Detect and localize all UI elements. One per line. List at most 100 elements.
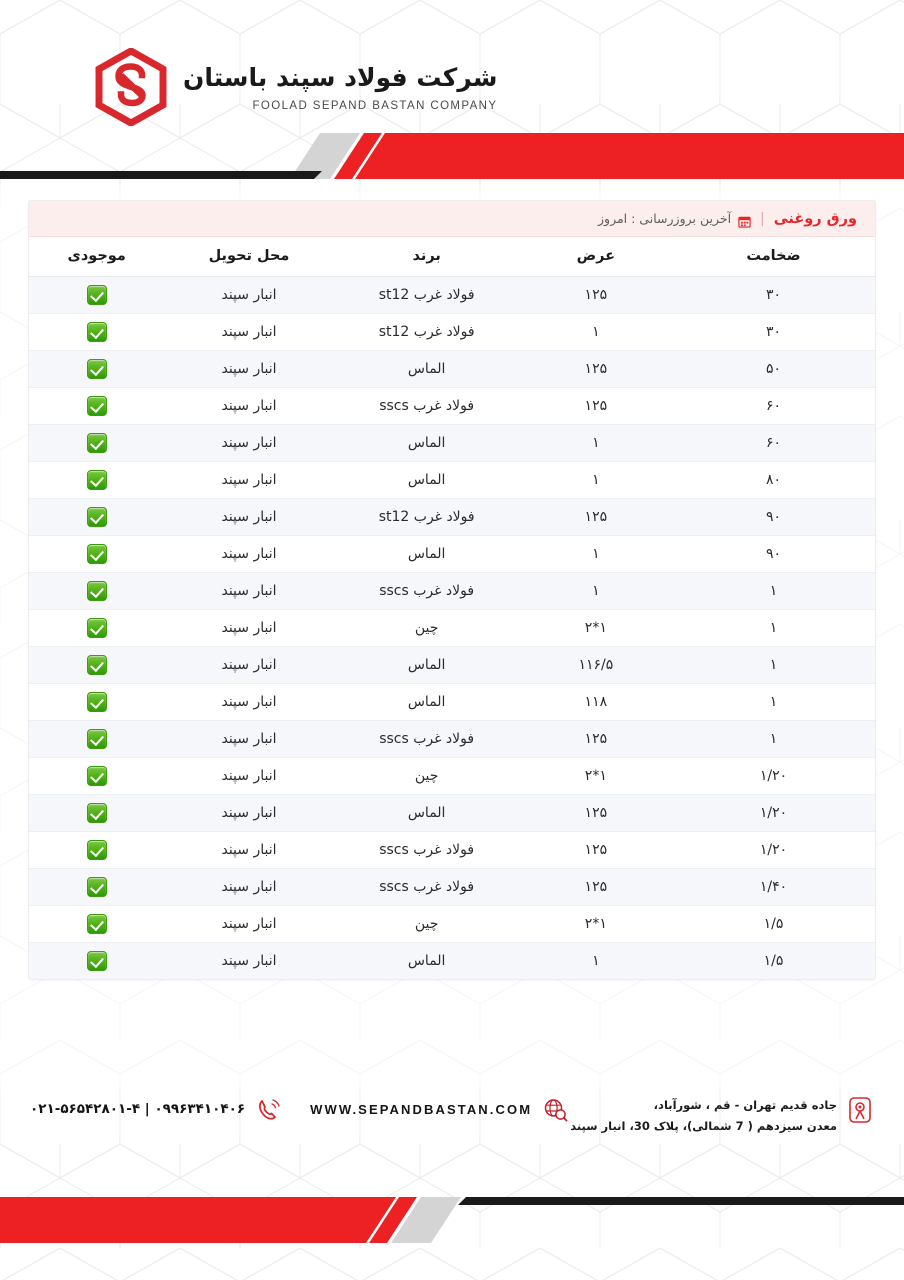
cell-brand: الماس: [333, 646, 520, 684]
table-row: ۱/۴۰ ۱۲۵ فولاد غرب sscs انبار سپند: [29, 868, 875, 906]
title-separator: |: [760, 210, 765, 227]
table-row: ۸۰ ۱ الماس انبار سپند: [29, 461, 875, 499]
green-check-icon: [86, 507, 107, 527]
cell-width: ۱: [519, 572, 672, 610]
cell-delivery: انبار سپند: [164, 905, 334, 943]
cell-thickness: ۱/۵: [671, 905, 875, 943]
cell-thickness: ۳۰: [671, 313, 875, 351]
cell-thickness: ۶۰: [671, 387, 875, 425]
website-block: WWW.SEPANDBASTAN.COM: [310, 1095, 569, 1125]
cell-width: ۱۱۶/۵: [519, 646, 672, 684]
cell-brand: فولاد غرب st12: [333, 276, 520, 314]
green-check-icon: [86, 692, 107, 712]
card-title-bar: ورق روغنی | آخرین بروزرسانی : امروز: [29, 201, 875, 237]
table-row: ۱ ۱*۲ چین انبار سپند: [29, 609, 875, 647]
cell-delivery: انبار سپند: [164, 535, 334, 573]
cell-brand: الماس: [333, 683, 520, 721]
cell-width: ۱: [592, 953, 600, 969]
cell-thickness: ۱/۴۰: [671, 868, 875, 906]
table-row: ۶۰ ۱۲۵ فولاد غرب sscs انبار سپند: [29, 387, 875, 425]
cell-brand: فولاد غرب st12: [333, 313, 520, 351]
table-row: ۹۰ ۱۲۵ فولاد غرب st12 انبار سپند: [29, 498, 875, 536]
cell-stock: [29, 646, 165, 684]
cell-stock: [29, 498, 165, 536]
cell-thickness: ۱: [671, 683, 875, 721]
green-check-icon: [86, 359, 107, 379]
footer-diagonal-banner: [0, 1197, 904, 1243]
website-url[interactable]: WWW.SEPANDBASTAN.COM: [310, 1102, 533, 1117]
cell-stock: [29, 720, 165, 758]
company-name-en: FOOLAD SEPAND BASTAN COMPANY: [252, 99, 498, 112]
green-check-icon: [86, 581, 107, 601]
cell-thickness: ۹۰: [671, 498, 875, 536]
cell-brand: الماس: [333, 424, 520, 462]
green-check-icon: [86, 396, 107, 416]
price-table-card: ورق روغنی | آخرین بروزرسانی : امروز: [28, 200, 876, 980]
cell-brand: فولاد غرب sscs: [333, 868, 520, 906]
page-footer: جاده قدیم تهران - قم ، شورآباد، معدن سیز…: [0, 1095, 904, 1165]
cell-width: ۱: [519, 461, 672, 499]
cell-brand: چین: [333, 609, 520, 647]
address-line-2: معدن سیزدهم ( 7 شمالی)، پلاک 30، انبار س…: [570, 1119, 837, 1134]
map-pin-icon: [846, 1095, 874, 1125]
cell-stock: [29, 905, 165, 943]
table-row: ۱/۲۰ ۱۲۵ الماس انبار سپند: [29, 794, 875, 832]
cell-width: ۱*۲: [519, 757, 672, 795]
phone-numbers[interactable]: ۰۹۹۶۳۴۱۰۴۰۶ | ۰۲۱-۵۶۵۴۲۸۰۱-۴: [30, 1101, 246, 1117]
cell-thickness: ۶۰: [671, 424, 875, 462]
green-check-icon: [86, 433, 107, 453]
column-header-width: عرض: [519, 237, 672, 277]
table-row: ۵۰ ۱۲۵ الماس انبار سپند: [29, 350, 875, 388]
table-row: ۶۰ ۱ الماس انبار سپند: [29, 424, 875, 462]
table-row: ۱/۲۰ ۱*۲ چین انبار سپند: [29, 757, 875, 795]
cell-delivery: انبار سپند: [164, 609, 334, 647]
table-row: ۱ ۱۱۶/۵ الماس انبار سپند: [29, 646, 875, 684]
cell-brand: چین: [333, 905, 520, 943]
cell-delivery: انبار سپند: [164, 572, 334, 610]
table-body: ۳۰ ۱۲۵ فولاد غرب st12 انبار سپند ۳۰ ۱ فولاد غر…: [29, 276, 875, 980]
green-check-icon: [86, 914, 107, 934]
cell-stock: [29, 868, 165, 906]
price-table: ضخامت عرض برند محل تحویل موجودی ۳۰ ۱۲۵ فول…: [29, 237, 875, 979]
cell-stock: [29, 572, 165, 610]
cell-brand: الماس: [333, 794, 520, 832]
cell-stock: [29, 276, 165, 314]
cell-stock: [29, 461, 165, 499]
globe-search-icon[interactable]: [541, 1095, 569, 1125]
cell-width: ۱۱۸: [519, 683, 672, 721]
cell-brand: الماس: [333, 461, 520, 499]
header-diagonal-banner: [0, 133, 904, 179]
address-line-1: جاده قدیم تهران - قم ، شورآباد،: [653, 1098, 837, 1112]
address-text: جاده قدیم تهران - قم ، شورآباد، معدن سیز…: [570, 1095, 837, 1138]
table-row: ۹۰ ۱ الماس انبار سپند: [29, 535, 875, 573]
cell-thickness: ۳۰: [671, 276, 875, 314]
brand-text: شرکت فولاد سپند باستان FOOLAD SEPAND BAS…: [183, 62, 498, 112]
table-row: ۱/۵ ۱ الماس انبار سپند: [29, 942, 875, 980]
table-head: ضخامت عرض برند محل تحویل موجودی: [29, 237, 875, 277]
cell-delivery: انبار سپند: [164, 720, 334, 758]
hexagon-s-logo-icon: [95, 48, 167, 126]
cell-delivery: انبار سپند: [164, 424, 334, 462]
table-row: ۳۰ ۱ فولاد غرب st12 انبار سپند: [29, 313, 875, 351]
green-check-icon: [86, 877, 107, 897]
cell-thickness: ۹۰: [671, 535, 875, 573]
cell-delivery: انبار سپند: [164, 646, 334, 684]
cell-width: ۱*۲: [519, 905, 672, 943]
cell-thickness: ۱: [671, 646, 875, 684]
calendar-icon: [738, 213, 751, 228]
cell-stock: [29, 350, 165, 388]
cell-width: ۱*۲: [519, 609, 672, 647]
phone-icon[interactable]: [254, 1095, 282, 1125]
cell-stock: [29, 943, 164, 980]
cell-brand: الماس: [407, 953, 446, 969]
cell-width: ۱۲۵: [519, 387, 672, 425]
cell-stock: [29, 424, 165, 462]
cell-stock: [29, 313, 165, 351]
cell-delivery: انبار سپند: [164, 350, 334, 388]
cell-width: ۱۲۵: [519, 276, 672, 314]
cell-delivery: انبار سپند: [164, 868, 334, 906]
cell-delivery: انبار سپند: [164, 313, 334, 351]
contact-block: ۰۹۹۶۳۴۱۰۴۰۶ | ۰۲۱-۵۶۵۴۲۸۰۱-۴ WWW.SEPANDB…: [30, 1095, 569, 1125]
table-header-row: ضخامت عرض برند محل تحویل موجودی: [29, 237, 875, 277]
cell-stock: [29, 794, 165, 832]
